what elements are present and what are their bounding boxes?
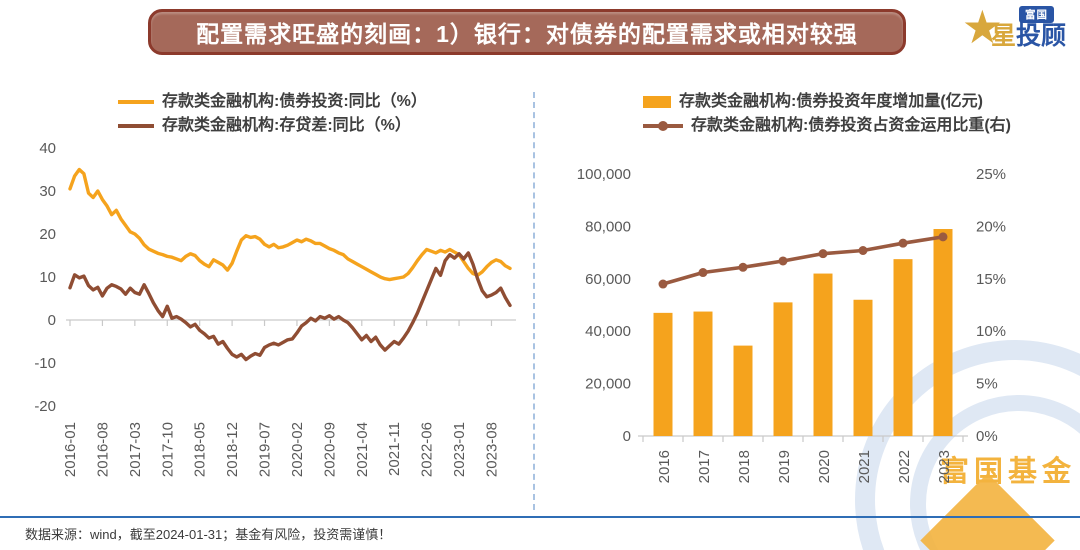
svg-text:10: 10 — [39, 269, 56, 286]
left-chart: 2016-01 2016-08 2017-03 2017-10 2018-05 2018-… — [34, 140, 516, 477]
svg-text:20%: 20% — [976, 218, 1006, 235]
logo-text-xing: 星 — [990, 21, 1016, 50]
svg-text:2017-03: 2017-03 — [127, 422, 144, 477]
legend-item-bond-yoy: 存款类金融机构:债券投资:同比（%） — [118, 92, 533, 112]
svg-text:5%: 5% — [976, 376, 998, 393]
svg-text:80,000: 80,000 — [585, 218, 631, 235]
svg-text:100,000: 100,000 — [577, 166, 631, 183]
svg-text:60,000: 60,000 — [585, 271, 631, 288]
svg-text:2021-11: 2021-11 — [386, 422, 403, 476]
logo-badge: 富国 — [1018, 5, 1054, 23]
legend-label: 存款类金融机构:存贷差:同比（%） — [162, 117, 411, 134]
svg-text:2017-10: 2017-10 — [159, 422, 176, 477]
svg-text:25%: 25% — [976, 166, 1006, 183]
svg-text:40: 40 — [39, 140, 56, 157]
right-chart: 0 20,000 40,000 60,000 80,000 100,000 0% 5% 10% 1… — [577, 166, 1006, 483]
line-swatch-icon — [118, 124, 154, 128]
svg-text:2020: 2020 — [816, 450, 833, 483]
svg-text:2019: 2019 — [776, 450, 793, 483]
svg-text:2020-02: 2020-02 — [289, 422, 306, 477]
svg-text:2018-05: 2018-05 — [192, 422, 209, 477]
right-chart-legend: 存款类金融机构:债券投资年度增加量(亿元) 存款类金融机构:债券投资占资金运用比… — [643, 92, 1080, 136]
right-chart-panel: 存款类金融机构:债券投资年度增加量(亿元) 存款类金融机构:债券投资占资金运用比… — [533, 86, 1080, 516]
title-banner: 配置需求旺盛的刻画：1）银行：对债券的配置需求或相对较强 — [148, 9, 906, 55]
svg-text:0: 0 — [48, 312, 56, 329]
logo-text-tougu: 投顾 — [1015, 21, 1066, 50]
footer-divider — [0, 516, 1080, 518]
page-title: 配置需求旺盛的刻画：1）银行：对债券的配置需求或相对较强 — [196, 21, 858, 47]
svg-text:-20: -20 — [34, 398, 56, 415]
svg-text:2018-12: 2018-12 — [224, 422, 241, 477]
legend-item-loan-deposit-yoy: 存款类金融机构:存贷差:同比（%） — [118, 116, 533, 136]
svg-text:2019-07: 2019-07 — [257, 422, 274, 477]
legend-label: 存款类金融机构:债券投资年度增加量(亿元) — [679, 93, 983, 110]
svg-text:2020-09: 2020-09 — [321, 422, 338, 477]
svg-text:-10: -10 — [34, 355, 56, 372]
legend-item-share-of-funds: 存款类金融机构:债券投资占资金运用比重(右) — [643, 116, 1080, 136]
charts-row: 存款类金融机构:债券投资:同比（%） 存款类金融机构:存贷差:同比（%） 201… — [0, 86, 1080, 516]
svg-text:30: 30 — [39, 183, 56, 200]
legend-label: 存款类金融机构:债券投资:同比（%） — [162, 93, 427, 110]
svg-text:20: 20 — [39, 226, 56, 243]
svg-text:2023-01: 2023-01 — [451, 422, 468, 477]
svg-text:2016-01: 2016-01 — [62, 422, 79, 477]
svg-text:0: 0 — [623, 428, 631, 445]
svg-text:2021: 2021 — [856, 450, 873, 483]
svg-text:2022: 2022 — [896, 450, 913, 483]
bar-swatch-icon — [643, 96, 671, 108]
footer-source: 数据来源：wind，截至2024-01-31；基金有风险，投资需谨慎！ — [25, 527, 392, 542]
svg-text:2017: 2017 — [696, 450, 713, 483]
left-chart-panel: 存款类金融机构:债券投资:同比（%） 存款类金融机构:存贷差:同比（%） 201… — [0, 86, 533, 516]
svg-text:15%: 15% — [976, 271, 1006, 288]
brand-logo: ★ 富国 星投顾 — [962, 4, 1066, 50]
svg-text:2023: 2023 — [936, 450, 953, 483]
line-swatch-icon — [118, 100, 154, 104]
svg-text:2023-08: 2023-08 — [483, 422, 500, 477]
legend-item-annual-increase: 存款类金融机构:债券投资年度增加量(亿元) — [643, 92, 1080, 112]
star-icon: ★ — [961, 1, 1003, 53]
svg-text:20,000: 20,000 — [585, 376, 631, 393]
svg-text:40,000: 40,000 — [585, 323, 631, 340]
legend-label: 存款类金融机构:债券投资占资金运用比重(右) — [691, 117, 1011, 134]
panel-divider — [533, 92, 535, 510]
svg-text:0%: 0% — [976, 428, 998, 445]
svg-text:10%: 10% — [976, 323, 1006, 340]
svg-text:2018: 2018 — [736, 450, 753, 483]
svg-text:2021-04: 2021-04 — [354, 422, 371, 477]
left-chart-legend: 存款类金融机构:债券投资:同比（%） 存款类金融机构:存贷差:同比（%） — [118, 92, 533, 136]
svg-text:2016-08: 2016-08 — [94, 422, 111, 477]
logo-name: 星投顾 — [991, 23, 1066, 49]
watermark-text: 富国基金 — [939, 456, 1076, 488]
line-dot-swatch-icon — [643, 124, 683, 128]
svg-text:2016: 2016 — [656, 450, 673, 483]
svg-text:2022-06: 2022-06 — [419, 422, 436, 477]
